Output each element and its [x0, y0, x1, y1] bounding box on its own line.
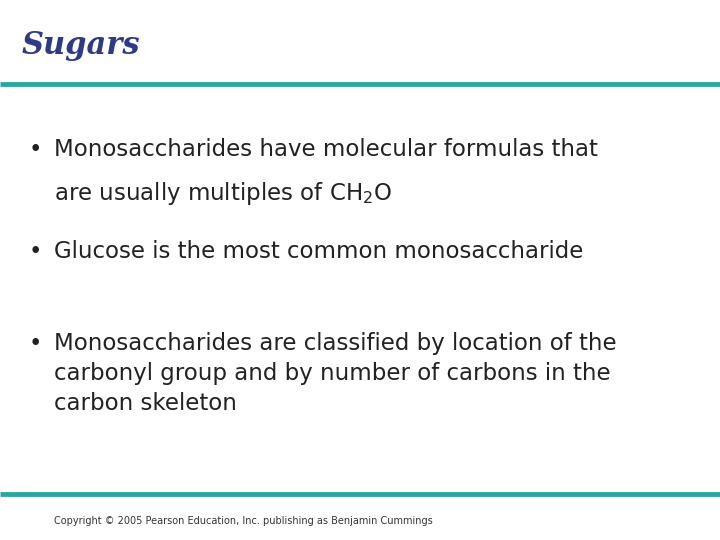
- Text: Glucose is the most common monosaccharide: Glucose is the most common monosaccharid…: [54, 240, 583, 264]
- Text: Sugars: Sugars: [22, 30, 140, 60]
- Text: are usually multiples of $\mathregular{CH_2O}$: are usually multiples of $\mathregular{C…: [54, 180, 392, 207]
- Text: Monosaccharides have molecular formulas that: Monosaccharides have molecular formulas …: [54, 138, 598, 161]
- Text: •: •: [29, 332, 42, 355]
- Text: Monosaccharides are classified by location of the
carbonyl group and by number o: Monosaccharides are classified by locati…: [54, 332, 616, 415]
- Text: •: •: [29, 138, 42, 161]
- Text: Copyright © 2005 Pearson Education, Inc. publishing as Benjamin Cummings: Copyright © 2005 Pearson Education, Inc.…: [54, 516, 433, 526]
- Text: •: •: [29, 240, 42, 264]
